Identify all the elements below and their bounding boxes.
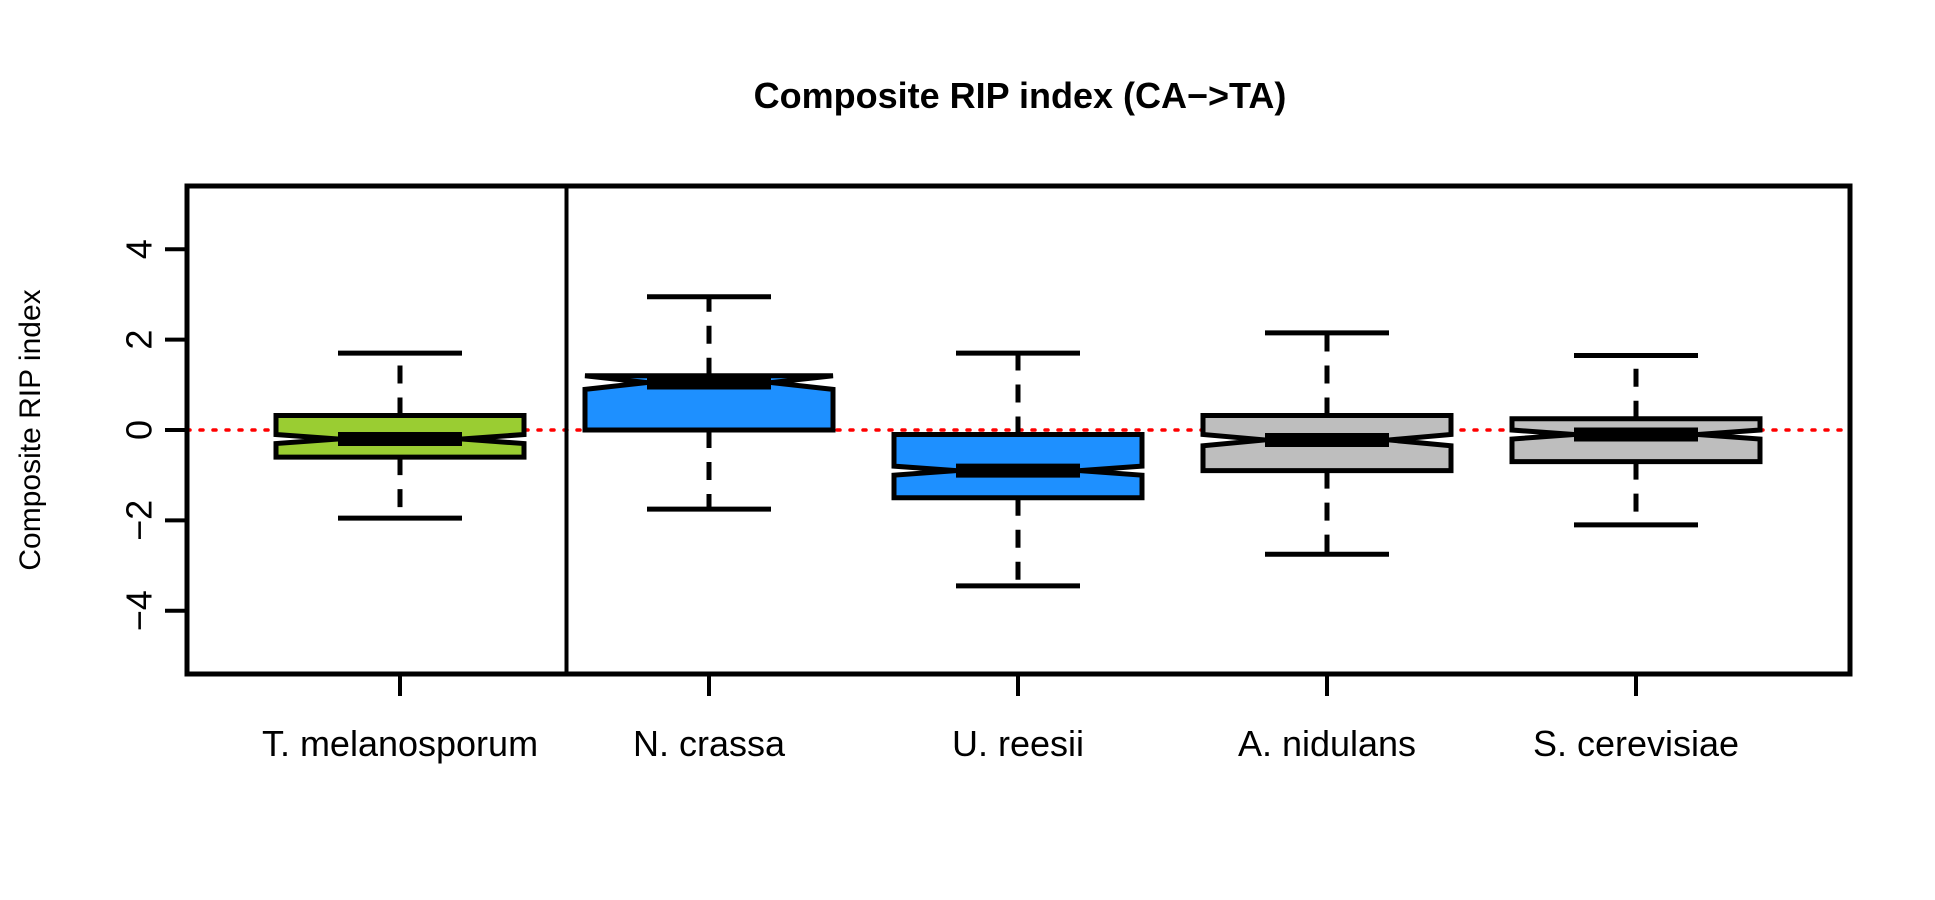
y-tick-label-1: −2 xyxy=(119,500,160,541)
chart-title: Composite RIP index (CA−>TA) xyxy=(754,75,1287,116)
x-tick-label-u-reesii: U. reesii xyxy=(952,723,1084,764)
y-tick-label-3: 2 xyxy=(119,330,160,350)
x-tick-label-a-nidulans: A. nidulans xyxy=(1238,723,1416,764)
y-tick-label-2: 0 xyxy=(119,420,160,440)
x-tick-label-n-crassa: N. crassa xyxy=(633,723,786,764)
plot-frame xyxy=(184,183,1853,677)
y-tick-label-0: −4 xyxy=(119,590,160,631)
y-axis-title: Composite RIP index xyxy=(14,289,47,570)
x-tick-label-s-cerevisiae: S. cerevisiae xyxy=(1533,723,1739,764)
y-tick-label-4: 4 xyxy=(119,239,160,259)
plot-area: T. melanosporum N. crassa U. reesii A. nidu… xyxy=(119,183,1853,764)
x-tick-label-t-melanosporum: T. melanosporum xyxy=(262,723,538,764)
